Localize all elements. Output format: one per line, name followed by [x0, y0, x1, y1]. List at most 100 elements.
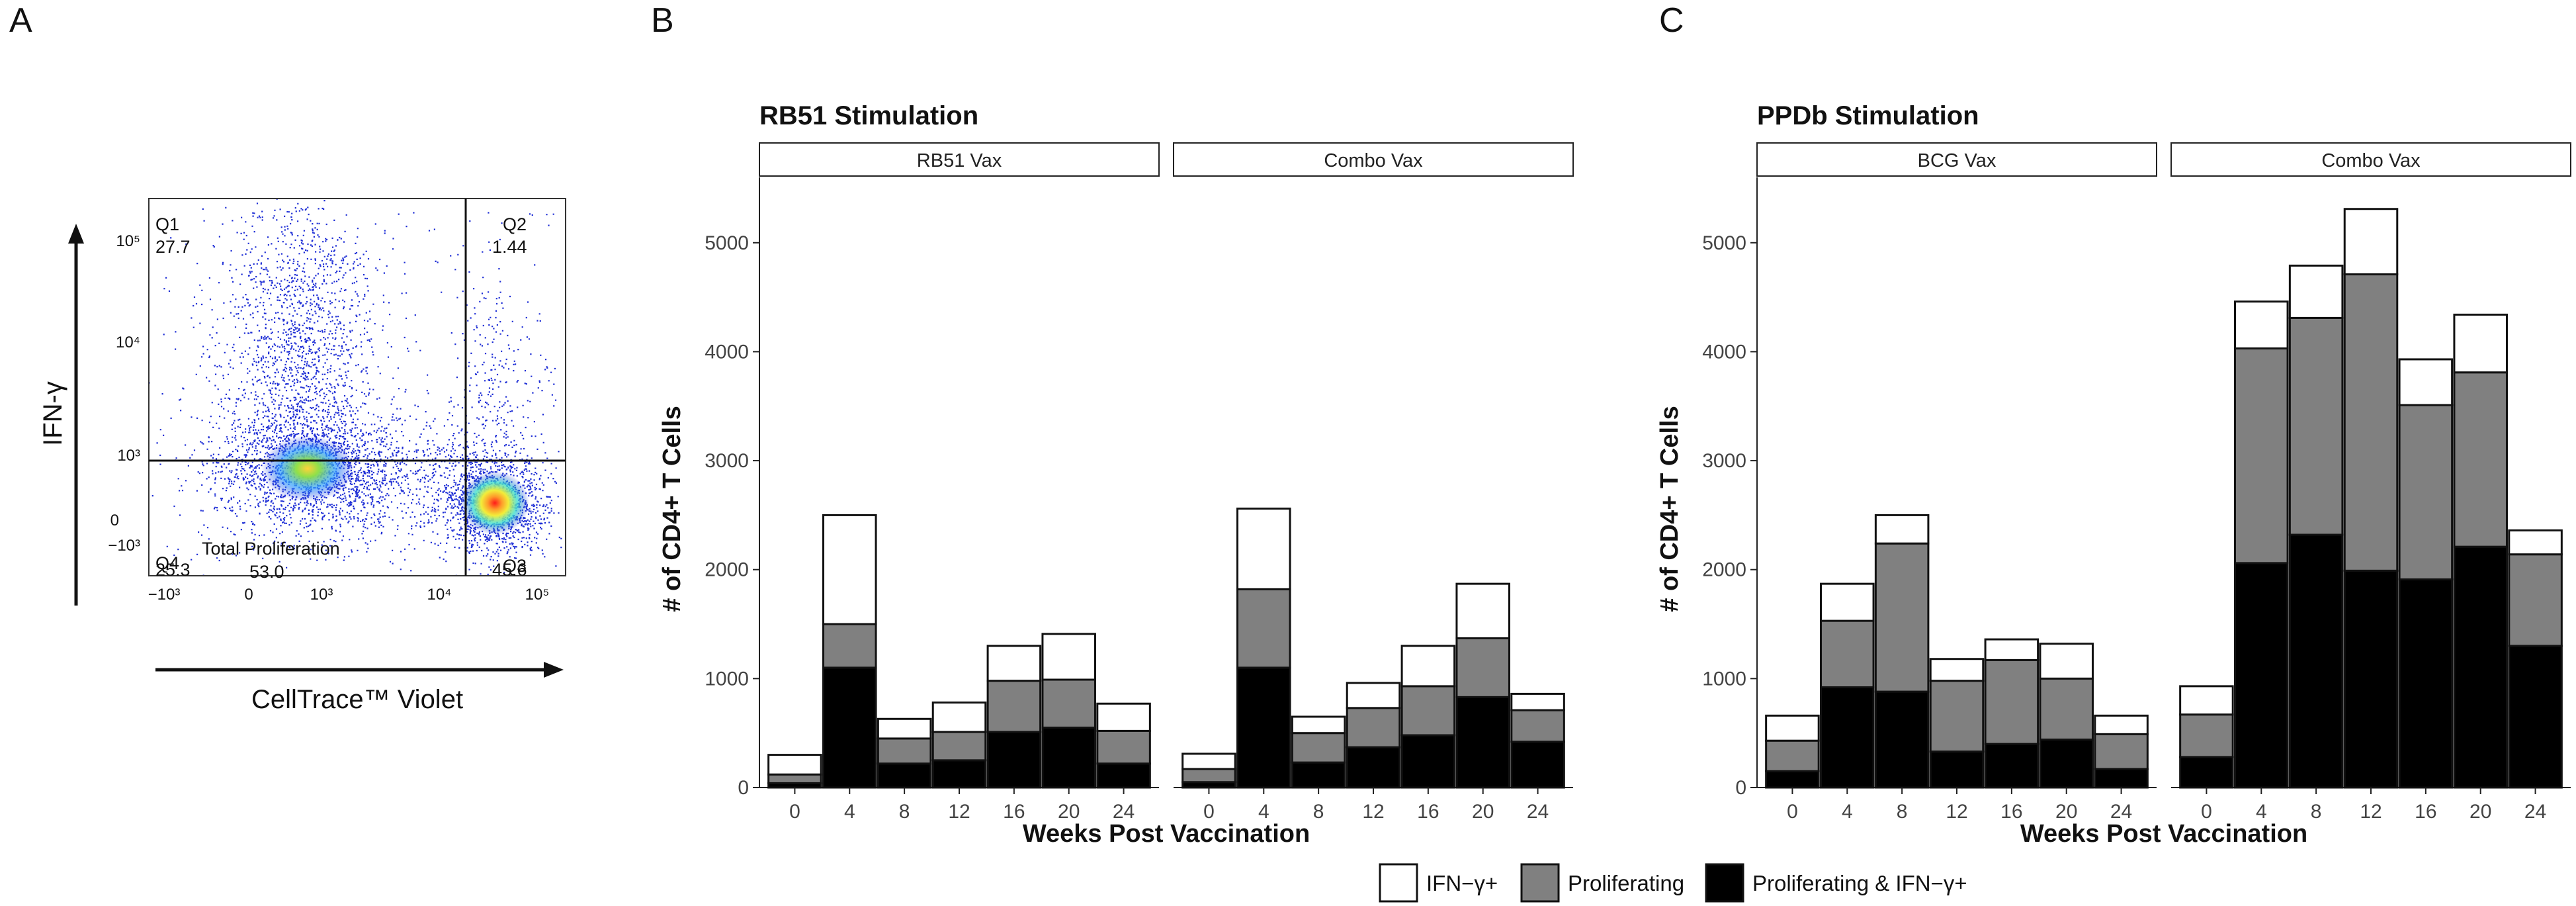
bar-segment [1400, 734, 1456, 789]
quadrant-q3-value: 45.6 [492, 560, 527, 580]
x-tick-label: 16 [2000, 801, 2022, 823]
bar-segment [2234, 347, 2289, 565]
bar-segment [1236, 666, 1291, 789]
bar-segment [2398, 358, 2454, 406]
bar-segment [822, 623, 877, 669]
x-tick-label: 16 [2415, 801, 2436, 823]
x-tick-label: 16 [1417, 801, 1439, 823]
bar-segment [2039, 643, 2094, 680]
bar-segment [1984, 658, 2039, 745]
bar-segment [2453, 371, 2508, 548]
facet-strip-label: RB51 Vax [917, 150, 1002, 171]
bar-segment [2179, 685, 2234, 716]
y-tick-label: 0 [1735, 777, 1746, 799]
x-tick-label: 16 [1003, 801, 1025, 823]
bar-segment [1041, 678, 1096, 729]
bar-segment [1400, 685, 1456, 737]
legend-item: Proliferating [1520, 863, 1684, 903]
bar-segment [1096, 702, 1151, 732]
total-proliferation-value: 53.0 [249, 562, 284, 582]
bar-segment [877, 717, 932, 740]
legend: IFN−γ+ Proliferating Proliferating & IFN−γ… [1379, 863, 1967, 903]
bar-segment [1291, 715, 1346, 735]
x-tick-label: 24 [2110, 801, 2132, 823]
bar-segment [1346, 707, 1401, 748]
bar-segment [1236, 508, 1291, 590]
flow-x-tick: 10⁴ [427, 586, 451, 604]
chart-title: PPDb Stimulation [1757, 101, 1979, 130]
legend-item: IFN−γ+ [1379, 863, 1498, 903]
panel-letter-c: C [1659, 1, 1684, 40]
bar-segment [877, 762, 932, 789]
y-tick-label: 1000 [705, 668, 749, 690]
facet-strip [1173, 142, 1574, 177]
bar-segment [767, 754, 822, 776]
bar-segment [2094, 733, 2149, 770]
bar-segment [1096, 762, 1151, 789]
facet-combo-vax: Combo Vax 0 4 8 12 16 20 24 [1173, 142, 1574, 823]
legend-label: IFN−γ+ [1426, 871, 1498, 895]
bar-segment [1820, 686, 1875, 789]
x-tick-label: 8 [2311, 801, 2322, 823]
legend-swatch [1379, 863, 1418, 903]
bar-segment [1929, 680, 1985, 753]
bar-segment [1291, 761, 1346, 789]
x-tick-label: 8 [1897, 801, 1908, 823]
x-tick-label: 24 [1527, 801, 1549, 823]
x-tick-label: 4 [844, 801, 855, 823]
legend-label: Proliferating [1568, 871, 1684, 895]
bar-segment [1984, 743, 2039, 789]
quadrant-q2-name: Q2 [503, 214, 527, 234]
flow-x-tick: 10³ [310, 586, 333, 604]
flow-y-tick: −10³ [108, 537, 140, 555]
bar-segment [2288, 316, 2344, 536]
legend-label: Proliferating & IFN−γ+ [1752, 871, 1967, 895]
x-tick-label: 8 [899, 801, 910, 823]
bar-segment [2453, 545, 2508, 789]
x-tick-label: 20 [1058, 801, 1080, 823]
flow-y-tick: 10⁵ [116, 232, 140, 250]
bar-segment [2453, 313, 2508, 374]
bar-segment [2179, 713, 2234, 758]
bar-segment [1874, 542, 1930, 693]
x-tick-label: 4 [1842, 801, 1853, 823]
bar-segment [1041, 633, 1096, 681]
quadrant-q4-name: Q4 [155, 553, 179, 573]
bar-segment [2508, 645, 2563, 789]
bar-segment [1765, 770, 1820, 789]
bar-segment [2234, 300, 2289, 349]
bar-segment [2508, 553, 2563, 647]
x-tick-label: 20 [2469, 801, 2491, 823]
bar-segment [1041, 726, 1096, 789]
y-tick-label: 0 [738, 777, 749, 799]
legend-swatch [1520, 863, 1560, 903]
legend-swatch [1705, 863, 1744, 903]
bar-segment [1181, 768, 1236, 784]
bar-segment [1455, 696, 1510, 789]
bar-segment [1765, 714, 1820, 742]
facet-combo-vax: Combo Vax 0 4 8 12 16 20 24 [2170, 142, 2571, 823]
x-tick-label: 12 [1362, 801, 1384, 823]
bar-segment [822, 666, 877, 789]
bar-segment [2288, 264, 2344, 319]
bar-segment [2398, 578, 2454, 789]
quadrant-q2-value: 1.44 [492, 237, 527, 257]
bar-segment [1346, 682, 1401, 709]
bar-segment [931, 731, 987, 762]
bar-segment [1455, 637, 1510, 698]
y-tick-label: 3000 [1702, 450, 1746, 472]
facet-strip [759, 142, 1160, 177]
bar-segment [2288, 533, 2344, 789]
quadrant-q4-value: 25.3 [155, 560, 191, 580]
bar-segment [822, 514, 877, 625]
bar-segment [1236, 588, 1291, 669]
x-tick-label: 4 [2256, 801, 2267, 823]
flow-y-arrowhead [68, 224, 84, 244]
bar-segment [2508, 529, 2563, 556]
x-tick-label: 20 [2055, 801, 2077, 823]
bar-segment [2179, 756, 2234, 789]
x-tick-label: 24 [1113, 801, 1135, 823]
bar-segment [2343, 208, 2399, 276]
